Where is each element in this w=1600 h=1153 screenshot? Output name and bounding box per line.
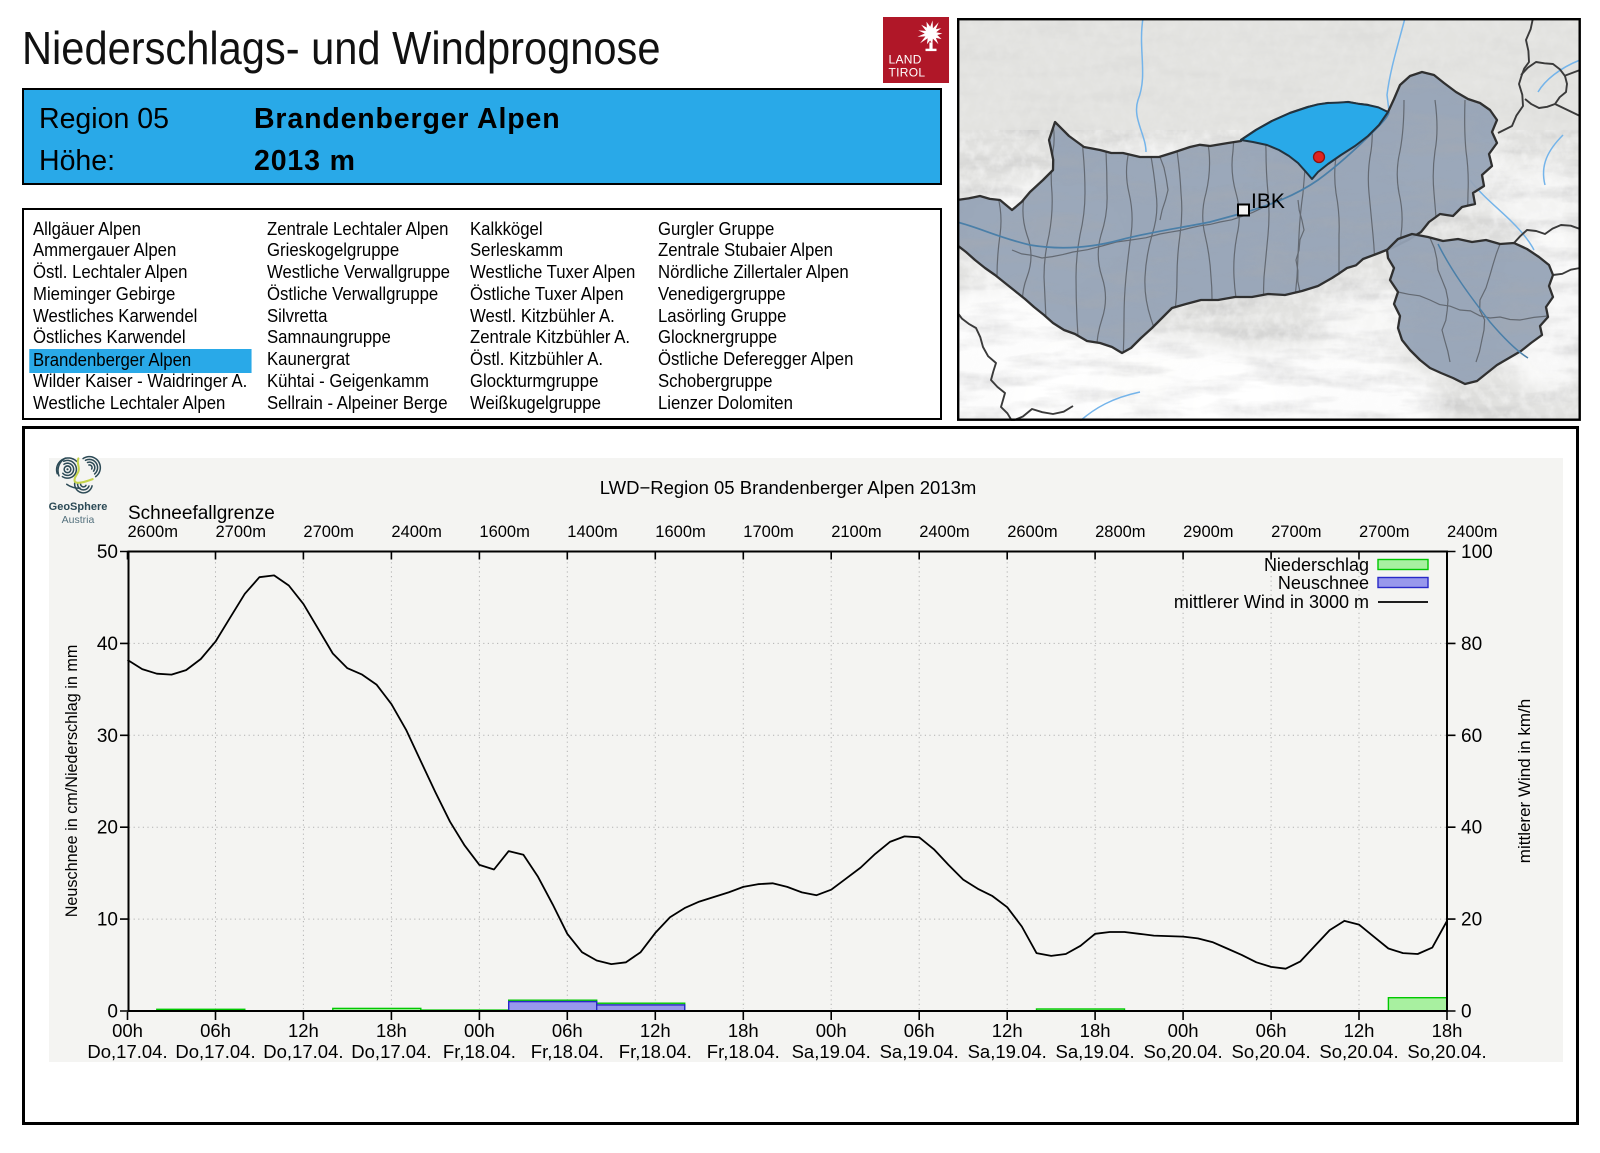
svg-text:100: 100 bbox=[1461, 542, 1493, 563]
svg-text:Austria: Austria bbox=[62, 514, 95, 526]
svg-text:20: 20 bbox=[97, 818, 118, 839]
svg-text:Fr,18.04.: Fr,18.04. bbox=[619, 1041, 692, 1062]
svg-text:40: 40 bbox=[1461, 818, 1482, 839]
svg-text:IBK: IBK bbox=[1251, 190, 1285, 213]
svg-text:1700m: 1700m bbox=[743, 523, 793, 541]
svg-text:Sa,19.04.: Sa,19.04. bbox=[968, 1041, 1047, 1062]
svg-text:Fr,18.04.: Fr,18.04. bbox=[531, 1041, 604, 1062]
svg-text:TIROL: TIROL bbox=[889, 66, 926, 80]
svg-text:Do,17.04.: Do,17.04. bbox=[351, 1041, 431, 1062]
svg-text:0: 0 bbox=[1461, 1002, 1472, 1023]
svg-text:2400m: 2400m bbox=[391, 523, 441, 541]
svg-text:Neuschnee: Neuschnee bbox=[1278, 573, 1369, 593]
svg-text:Niederschlag: Niederschlag bbox=[1264, 555, 1369, 575]
svg-text:2600m: 2600m bbox=[128, 523, 178, 541]
svg-text:Schneefallgrenze: Schneefallgrenze bbox=[128, 503, 275, 524]
svg-text:00h: 00h bbox=[464, 1020, 495, 1041]
svg-text:00h: 00h bbox=[816, 1020, 847, 1041]
svg-text:06h: 06h bbox=[1256, 1020, 1287, 1041]
svg-text:30: 30 bbox=[97, 726, 118, 747]
svg-text:06h: 06h bbox=[904, 1020, 935, 1041]
svg-text:Sa,19.04.: Sa,19.04. bbox=[880, 1041, 959, 1062]
svg-text:So,20.04.: So,20.04. bbox=[1143, 1041, 1222, 1062]
svg-text:1600m: 1600m bbox=[479, 523, 529, 541]
svg-text:00h: 00h bbox=[112, 1020, 143, 1041]
svg-text:Neuschnee in cm/Niederschlag i: Neuschnee in cm/Niederschlag in mm bbox=[63, 645, 81, 918]
svg-text:1600m: 1600m bbox=[655, 523, 705, 541]
svg-text:LWD−Region 05 Brandenberger Al: LWD−Region 05 Brandenberger Alpen 2013m bbox=[600, 477, 977, 498]
svg-text:Fr,18.04.: Fr,18.04. bbox=[443, 1041, 516, 1062]
svg-text:40: 40 bbox=[97, 634, 118, 655]
svg-text:18h: 18h bbox=[376, 1020, 407, 1041]
svg-text:12h: 12h bbox=[992, 1020, 1023, 1041]
svg-text:So,20.04.: So,20.04. bbox=[1231, 1041, 1310, 1062]
svg-text:20: 20 bbox=[1461, 910, 1482, 931]
svg-text:2600m: 2600m bbox=[1007, 523, 1057, 541]
svg-text:50: 50 bbox=[97, 542, 118, 563]
svg-text:Do,17.04.: Do,17.04. bbox=[263, 1041, 343, 1062]
svg-text:18h: 18h bbox=[1080, 1020, 1111, 1041]
svg-text:06h: 06h bbox=[200, 1020, 231, 1041]
svg-text:GeoSphere: GeoSphere bbox=[49, 501, 108, 513]
svg-text:2700m: 2700m bbox=[1359, 523, 1409, 541]
svg-text:Do,17.04.: Do,17.04. bbox=[87, 1041, 167, 1062]
svg-text:Do,17.04.: Do,17.04. bbox=[175, 1041, 255, 1062]
svg-text:Sa,19.04.: Sa,19.04. bbox=[1055, 1041, 1134, 1062]
svg-text:2700m: 2700m bbox=[216, 523, 266, 541]
svg-text:Fr,18.04.: Fr,18.04. bbox=[707, 1041, 780, 1062]
svg-text:So,20.04.: So,20.04. bbox=[1319, 1041, 1398, 1062]
svg-text:So,20.04.: So,20.04. bbox=[1407, 1041, 1486, 1062]
svg-text:18h: 18h bbox=[728, 1020, 759, 1041]
svg-text:2100m: 2100m bbox=[831, 523, 881, 541]
svg-text:2700m: 2700m bbox=[1271, 523, 1321, 541]
svg-text:2800m: 2800m bbox=[1095, 523, 1145, 541]
svg-text:2400m: 2400m bbox=[919, 523, 969, 541]
svg-text:06h: 06h bbox=[552, 1020, 583, 1041]
svg-text:mittlerer Wind in 3000 m: mittlerer Wind in 3000 m bbox=[1174, 592, 1369, 612]
svg-text:1400m: 1400m bbox=[567, 523, 617, 541]
svg-text:60: 60 bbox=[1461, 726, 1482, 747]
svg-text:0: 0 bbox=[107, 1002, 118, 1023]
svg-text:12h: 12h bbox=[1344, 1020, 1375, 1041]
svg-text:2400m: 2400m bbox=[1447, 523, 1497, 541]
svg-text:80: 80 bbox=[1461, 634, 1482, 655]
svg-text:Sa,19.04.: Sa,19.04. bbox=[792, 1041, 871, 1062]
svg-text:18h: 18h bbox=[1432, 1020, 1463, 1041]
svg-text:2900m: 2900m bbox=[1183, 523, 1233, 541]
svg-text:2700m: 2700m bbox=[303, 523, 353, 541]
svg-text:mittlerer Wind in km/h: mittlerer Wind in km/h bbox=[1515, 699, 1534, 863]
svg-text:LAND: LAND bbox=[889, 53, 922, 67]
svg-text:10: 10 bbox=[97, 910, 118, 931]
svg-text:12h: 12h bbox=[288, 1020, 319, 1041]
svg-text:12h: 12h bbox=[640, 1020, 671, 1041]
svg-text:00h: 00h bbox=[1168, 1020, 1199, 1041]
